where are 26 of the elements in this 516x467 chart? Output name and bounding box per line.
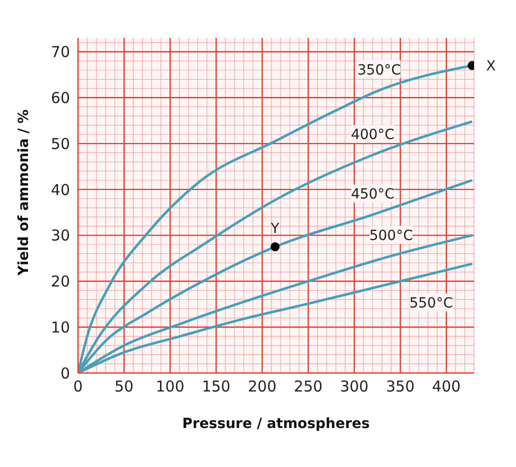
x-tick-label: 350 xyxy=(386,378,415,396)
y-tick-label: 70 xyxy=(50,43,70,62)
series-label: 450°C xyxy=(350,186,395,203)
y-axis-title: Yield of ammonia / % xyxy=(16,109,32,276)
x-tick-label: 100 xyxy=(156,378,184,396)
x-tick-label: 300 xyxy=(340,378,369,396)
series-label: 550°C xyxy=(409,296,454,312)
y-tick-label: 20 xyxy=(50,272,70,291)
y-tick-label: 40 xyxy=(50,180,70,199)
series-label: 350°C xyxy=(357,62,402,78)
y-tick-label: 30 xyxy=(50,226,70,245)
series-label: 400°C xyxy=(350,127,395,144)
annotation: X xyxy=(486,58,496,75)
x-tick-label: 50 xyxy=(114,378,134,396)
x-tick-label: 0 xyxy=(73,378,83,396)
x-tick-label: 400 xyxy=(432,378,461,396)
x-axis-title: Pressure / atmospheres xyxy=(182,416,370,432)
y-tick-label: 0 xyxy=(60,364,70,382)
x-tick-label: 200 xyxy=(248,378,277,396)
x-tick-label: 250 xyxy=(294,378,323,396)
annotation: Y xyxy=(270,220,280,237)
series-label: 500°C xyxy=(369,228,414,244)
y-tick-label: 60 xyxy=(50,88,70,107)
y-tick-label: 50 xyxy=(50,134,70,153)
y-tick-label: 10 xyxy=(50,318,70,336)
x-tick-label: 150 xyxy=(202,378,230,396)
